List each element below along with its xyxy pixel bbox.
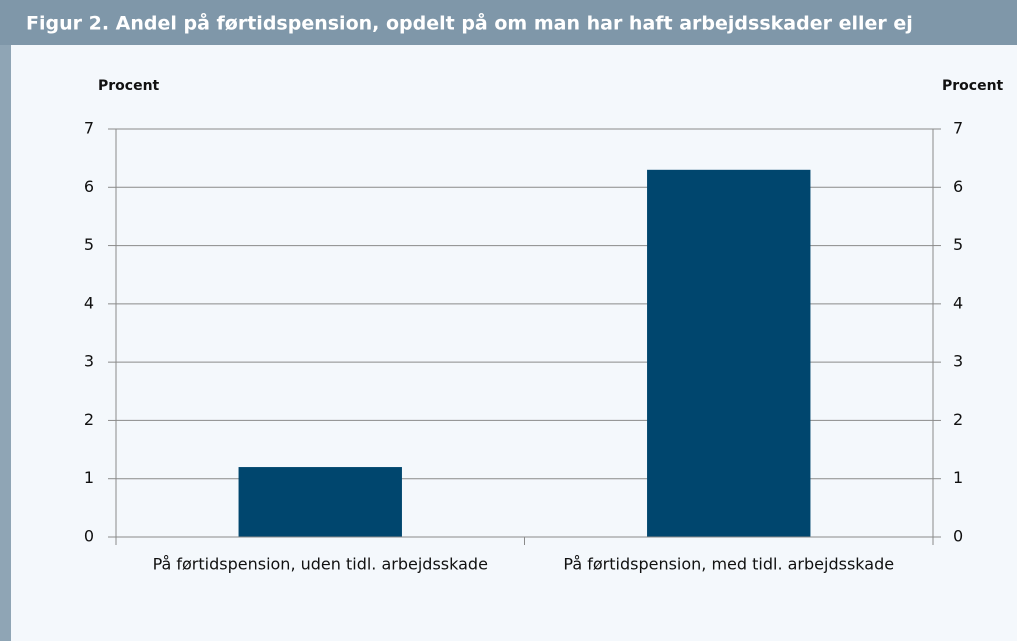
y-tick-label: 4 — [84, 293, 94, 312]
y2-tick-label: 6 — [953, 177, 963, 196]
y2-tick-label: 5 — [953, 235, 963, 254]
y-axis-label: Procent — [98, 78, 160, 94]
header-bar — [0, 0, 1017, 45]
y2-tick-label: 4 — [953, 293, 963, 312]
x-tick-label: På førtidspension, uden tidl. arbejdsska… — [153, 555, 488, 574]
y2-tick-label: 3 — [953, 352, 963, 371]
y-tick-label: 2 — [84, 410, 94, 429]
y2-axis-label: Procent — [942, 78, 1004, 94]
y-tick-label: 0 — [84, 527, 94, 546]
y2-tick-label: 2 — [953, 410, 963, 429]
left-border — [0, 45, 11, 641]
y-tick-label: 1 — [84, 468, 94, 487]
chart-title: Figur 2. Andel på førtidspension, opdelt… — [26, 11, 913, 35]
y-tick-label: 5 — [84, 235, 94, 254]
bar — [647, 169, 811, 538]
bar — [238, 467, 402, 537]
x-tick-label: På førtidspension, med tidl. arbejdsskad… — [563, 555, 894, 574]
y-tick-label: 3 — [84, 352, 94, 371]
y-tick-label: 7 — [84, 119, 94, 138]
y2-tick-label: 7 — [953, 119, 963, 138]
y2-tick-label: 0 — [953, 527, 963, 546]
y-tick-label: 6 — [84, 177, 94, 196]
y2-tick-label: 1 — [953, 468, 963, 487]
